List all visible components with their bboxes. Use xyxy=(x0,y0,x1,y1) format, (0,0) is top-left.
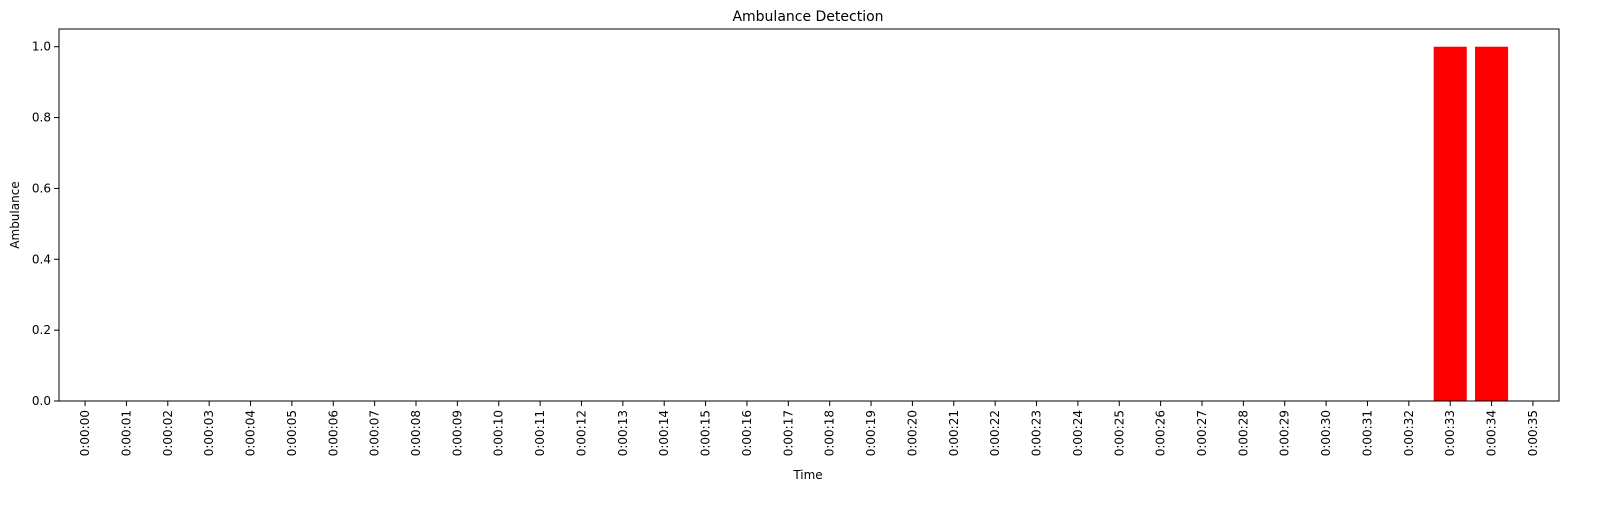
x-tick-label: 0:00:31 xyxy=(1360,410,1374,456)
x-tick-label: 0:00:13 xyxy=(616,410,630,456)
x-tick-label: 0:00:21 xyxy=(947,410,961,456)
x-tick-label: 0:00:32 xyxy=(1402,410,1416,456)
x-tick-label: 0:00:33 xyxy=(1443,410,1457,456)
x-tick-label: 0:00:23 xyxy=(1030,410,1044,456)
x-tick-label: 0:00:08 xyxy=(409,410,423,456)
x-tick-label: 0:00:17 xyxy=(781,410,795,456)
x-tick-label: 0:00:16 xyxy=(740,410,754,456)
x-tick-label: 0:00:26 xyxy=(1154,410,1168,456)
x-tick-label: 0:00:15 xyxy=(699,410,713,456)
x-tick-label: 0:00:18 xyxy=(823,410,837,456)
x-tick-label: 0:00:27 xyxy=(1195,410,1209,456)
x-tick-label: 0:00:05 xyxy=(285,410,299,456)
bars-group xyxy=(1433,46,1509,401)
x-tick-label: 0:00:00 xyxy=(78,410,92,456)
x-tick-label: 0:00:07 xyxy=(368,410,382,456)
y-tick-label: 0.6 xyxy=(32,181,51,195)
bar-0:00:34 xyxy=(1475,46,1509,401)
x-axis: 0:00:00 0:00:01 0:00:02 0:00:03 0:00:04 0:00:… xyxy=(78,401,1540,456)
x-axis-label: Time xyxy=(792,468,822,482)
x-tick-label: 0:00:09 xyxy=(450,410,464,456)
y-axis-label: Ambulance xyxy=(8,181,22,248)
y-tick-label: 1.0 xyxy=(32,40,51,54)
x-tick-label: 0:00:34 xyxy=(1485,410,1499,456)
x-tick-label: 0:00:12 xyxy=(574,410,588,456)
x-tick-label: 0:00:20 xyxy=(905,410,919,456)
x-tick-label: 0:00:35 xyxy=(1526,410,1540,456)
x-tick-label: 0:00:25 xyxy=(1112,410,1126,456)
bar-0:00:33 xyxy=(1433,46,1467,401)
x-tick-label: 0:00:11 xyxy=(533,410,547,456)
x-tick-label: 0:00:02 xyxy=(161,410,175,456)
x-tick-label: 0:00:24 xyxy=(1071,410,1085,456)
x-tick-label: 0:00:14 xyxy=(657,410,671,456)
y-tick-label: 0.2 xyxy=(32,323,51,337)
x-tick-label: 0:00:28 xyxy=(1236,410,1250,456)
x-tick-label: 0:00:30 xyxy=(1319,410,1333,456)
plot-frame xyxy=(58,28,1560,402)
x-tick-label: 0:00:04 xyxy=(244,410,258,456)
x-tick-label: 0:00:10 xyxy=(492,410,506,456)
y-axis: 0.0 0.2 0.4 0.6 0.8 1.0 xyxy=(32,40,59,408)
y-tick-label: 0.8 xyxy=(32,111,51,125)
x-tick-label: 0:00:29 xyxy=(1278,410,1292,456)
y-tick-label: 0.0 xyxy=(32,394,51,408)
x-tick-label: 0:00:22 xyxy=(988,410,1002,456)
x-tick-label: 0:00:01 xyxy=(119,410,133,456)
x-tick-label: 0:00:19 xyxy=(864,410,878,456)
chart-title: Ambulance Detection xyxy=(732,9,883,25)
x-tick-label: 0:00:06 xyxy=(326,410,340,456)
y-tick-label: 0.4 xyxy=(32,252,51,266)
x-tick-label: 0:00:03 xyxy=(202,410,216,456)
